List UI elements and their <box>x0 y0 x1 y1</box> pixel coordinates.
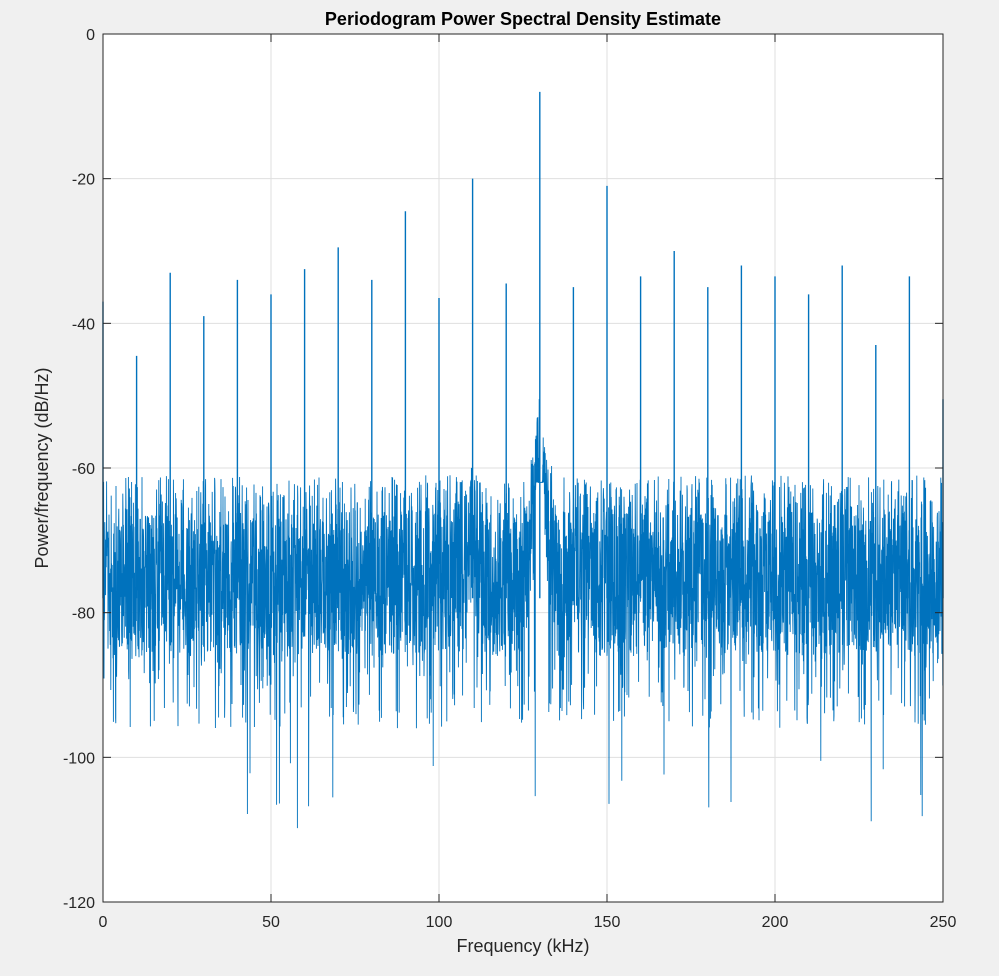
y-tick-label: -80 <box>72 606 95 623</box>
tick-marks <box>102 33 944 903</box>
x-tick-label: 100 <box>426 914 453 931</box>
x-tick-labels: 0 50 100 150 200 250 <box>99 914 957 931</box>
y-tick-label: -20 <box>72 172 95 189</box>
y-tick-label: -100 <box>63 750 95 767</box>
x-tick-label: 50 <box>262 914 280 931</box>
x-tick-label: 200 <box>762 914 789 931</box>
y-axis-label: Power/frequency (dB/Hz) <box>32 367 52 568</box>
x-tick-label: 250 <box>930 914 957 931</box>
x-tick-label: 150 <box>594 914 621 931</box>
noise-trace <box>102 399 944 829</box>
y-tick-labels: 0 -20 -40 -60 -80 -100 -120 <box>63 27 95 912</box>
y-tick-label: 0 <box>86 27 95 44</box>
y-tick-label: -120 <box>63 895 95 912</box>
chart-title: Periodogram Power Spectral Density Estim… <box>325 9 721 29</box>
x-tick-label: 0 <box>99 914 108 931</box>
y-tick-label: -60 <box>72 461 95 478</box>
noise-floor-series <box>102 399 944 829</box>
x-axis-label: Frequency (kHz) <box>456 936 589 956</box>
y-tick-label: -40 <box>72 316 95 333</box>
